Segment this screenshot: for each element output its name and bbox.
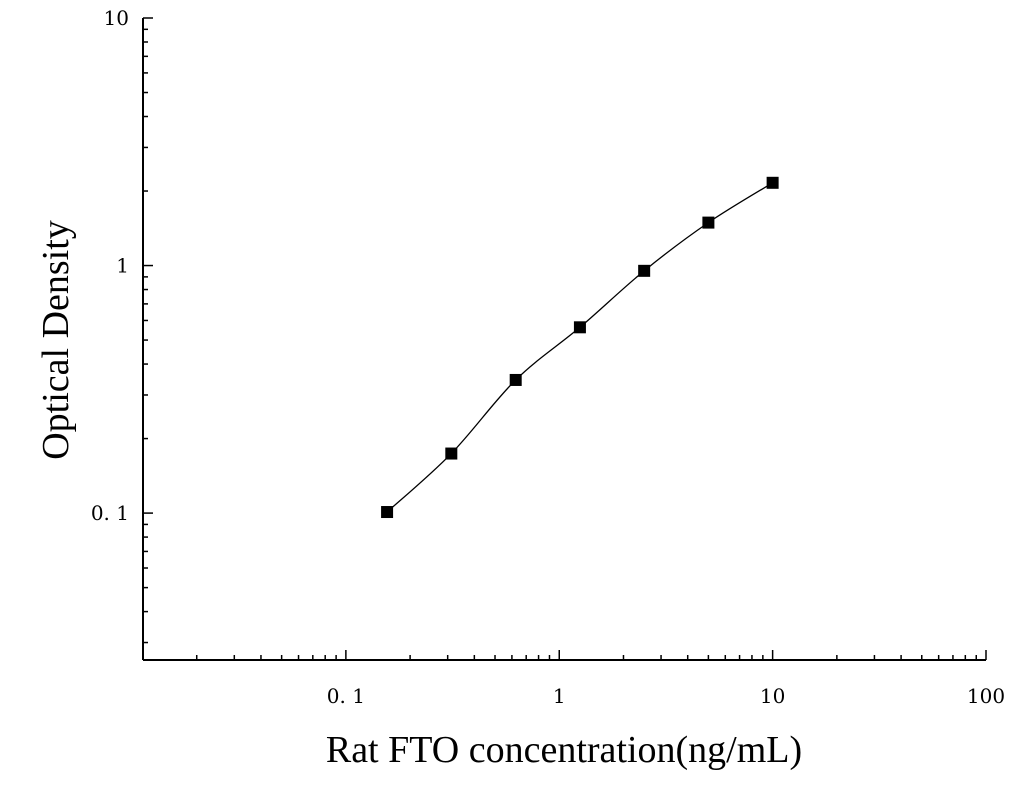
y-ticks — [143, 17, 153, 644]
axes — [142, 18, 986, 661]
x-ticks — [195, 650, 987, 660]
data-point — [702, 216, 715, 229]
data-point — [766, 176, 779, 189]
y-tick-label: 0. 1 — [91, 501, 129, 525]
x-tick-label: 100 — [967, 684, 1005, 708]
data-point — [573, 321, 586, 334]
y-tick-label: 10 — [104, 6, 129, 30]
x-tick-label: 0. 1 — [327, 684, 365, 708]
x-axis-title: Rat FTO concentration(ng/mL) — [326, 729, 802, 771]
data-point — [509, 373, 522, 386]
x-tick-label: 10 — [760, 684, 785, 708]
data-points — [381, 176, 779, 519]
fit-curve — [386, 182, 773, 513]
data-point — [445, 447, 458, 460]
y-tick-label: 1 — [116, 254, 129, 278]
x-tick-labels: 0. 1 1 10 100 — [327, 684, 1005, 708]
y-axis-title: Optical Density — [35, 220, 77, 460]
x-tick-label: 1 — [553, 684, 566, 708]
y-tick-labels: 0. 1 1 10 — [91, 6, 129, 525]
data-point — [381, 506, 394, 519]
data-point — [638, 264, 651, 277]
